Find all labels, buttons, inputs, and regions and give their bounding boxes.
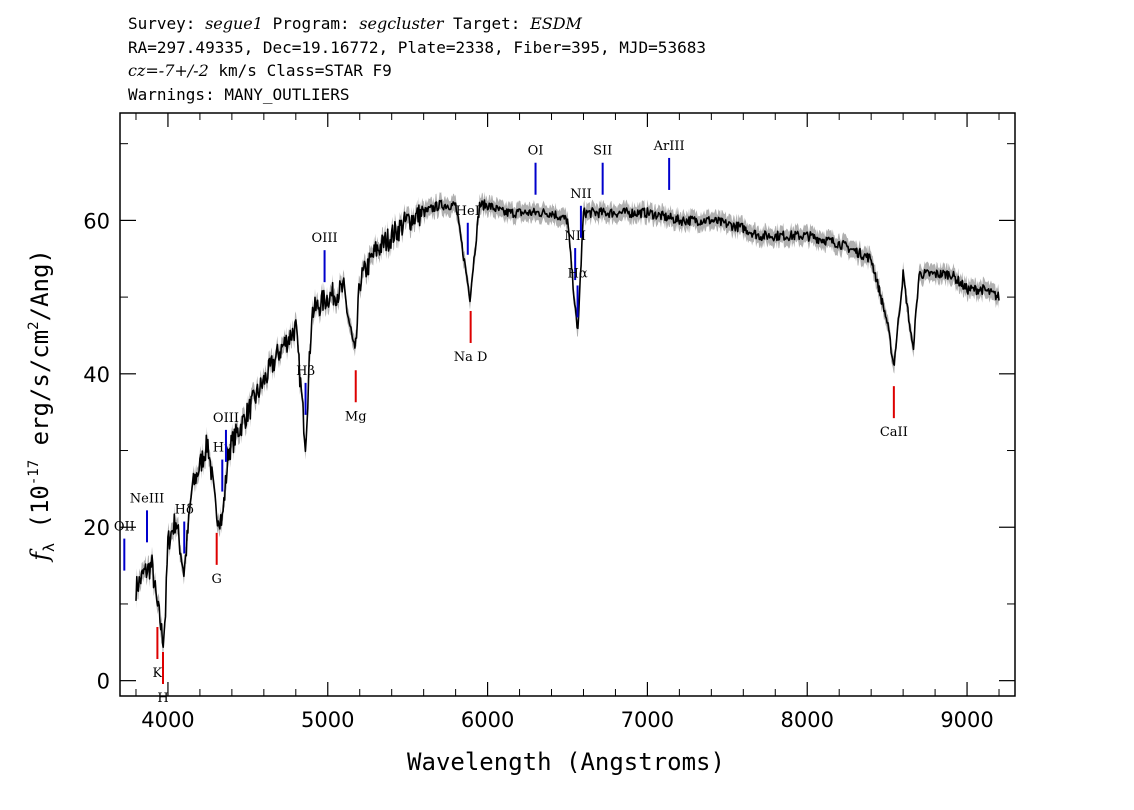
- emission-line-label: Hγ: [213, 441, 232, 456]
- error-envelope: [136, 191, 999, 656]
- x-axis-title: Wavelength (Angstroms): [407, 748, 725, 776]
- survey-name: segue1: [205, 14, 263, 33]
- absorption-line-label: G: [211, 572, 221, 587]
- emission-line-label: HeI: [456, 204, 480, 219]
- emission-line-label: NeIII: [130, 491, 164, 506]
- x-tick-label: 8000: [781, 708, 834, 732]
- absorption-line-label: Na D: [454, 350, 488, 365]
- redshift-value: cz=-7+/-2: [128, 61, 209, 80]
- header-line-3: cz=-7+/-2 km/s Class=STAR F9: [128, 61, 392, 80]
- program-name: segcluster: [359, 14, 444, 33]
- x-tick-label: 7000: [621, 708, 674, 732]
- header-line-2: RA=297.49335, Dec=19.16772, Plate=2338, …: [128, 37, 706, 57]
- emission-line-label: OIII: [312, 231, 338, 246]
- spectrum-series: [135, 199, 1000, 649]
- emission-line-label: NII: [564, 229, 586, 244]
- emission-line-label: OIII: [213, 411, 239, 426]
- y-tick-label: 0: [97, 670, 110, 694]
- target-name: ESDM: [530, 14, 582, 33]
- x-tick-label: 6000: [461, 708, 514, 732]
- x-tick-label: 5000: [301, 708, 354, 732]
- svg-text:fλ (10-17 erg/s/cm2/Ang): fλ (10-17 erg/s/cm2/Ang): [26, 249, 58, 563]
- absorption-line-label: Mg: [345, 409, 367, 424]
- spectrum-line: [135, 199, 1000, 649]
- absorption-line-label: K: [153, 666, 163, 681]
- emission-line-label: Hβ: [296, 364, 315, 379]
- emission-line-label: NII: [570, 187, 592, 202]
- plot-frame: [119, 112, 1016, 697]
- x-tick-label: 4000: [141, 708, 194, 732]
- y-tick-label: 60: [83, 209, 110, 233]
- error-band: [136, 191, 999, 656]
- emission-line-label: Hδ: [175, 503, 194, 518]
- x-tick-label: 9000: [940, 708, 993, 732]
- header-warnings: Warnings: MANY_OUTLIERS: [128, 84, 350, 104]
- spectrum-header: Survey: segue1 Program: segcluster Targe…: [128, 12, 706, 106]
- absorption-line-label: H: [157, 691, 168, 706]
- emission-line-label: SII: [593, 144, 612, 159]
- y-axis-title: fλ (10-17 erg/s/cm2/Ang): [26, 249, 58, 563]
- absorption-line-label: CaII: [880, 425, 908, 440]
- axes: 4000 5000 6000 7000 8000 9000 0 20 40 60: [83, 113, 1015, 732]
- emission-line-label: ArIII: [653, 139, 685, 154]
- emission-line-label: Hα: [568, 266, 588, 281]
- header-line-1: Survey: segue1 Program: segcluster Targe…: [128, 14, 582, 33]
- y-tick-label: 20: [83, 516, 110, 540]
- emission-line-label: OI: [528, 144, 544, 159]
- y-tick-label: 40: [83, 363, 110, 387]
